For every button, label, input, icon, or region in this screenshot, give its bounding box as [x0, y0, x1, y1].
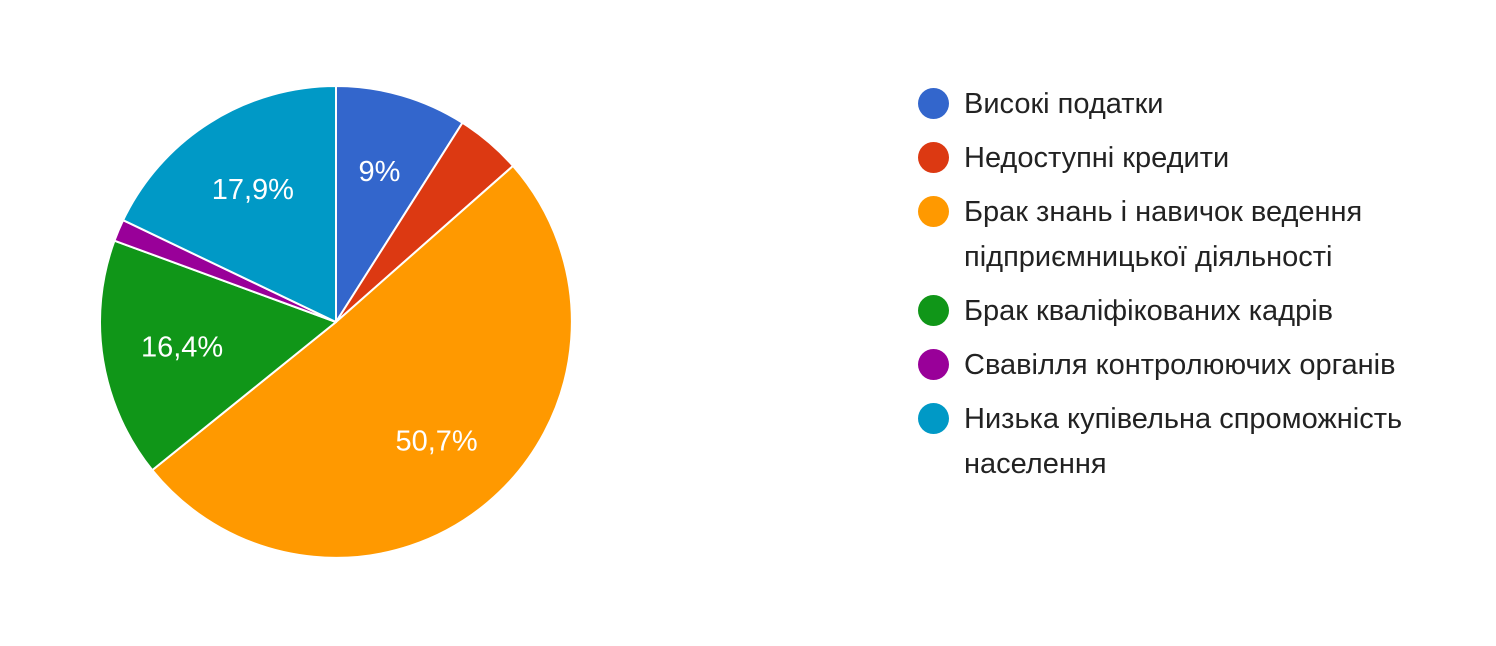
pie-slice-6[interactable]	[122, 85, 337, 323]
legend-item-high-taxes[interactable]: Високі податки	[918, 82, 1478, 127]
legend-marker-icon	[918, 349, 949, 380]
legend-label: Свавілля контролюючих органів	[964, 349, 1396, 381]
legend-item-arbitrary-inspections[interactable]: Свавілля контролюючих органів	[918, 343, 1478, 388]
pie-slice-4[interactable]	[99, 239, 337, 472]
legend-marker-icon	[918, 88, 949, 119]
pie-slice-3[interactable]	[151, 164, 573, 559]
legend: Високі податки Недоступні кредити Брак з…	[918, 82, 1478, 496]
slice-label-1: 9%	[359, 156, 401, 188]
legend-label: Недоступні кредити	[964, 142, 1230, 174]
legend-marker-icon	[918, 403, 949, 434]
legend-marker-icon	[918, 142, 949, 173]
pie-slice-1[interactable]	[335, 85, 464, 323]
slice-label-6: 17,9%	[212, 174, 294, 206]
legend-label: Брак кваліфікованих кадрів	[964, 295, 1334, 327]
legend-marker-icon	[918, 196, 949, 227]
legend-label: Брак знань і навичок ведення підприємниц…	[964, 196, 1363, 273]
slice-label-4: 16,4%	[141, 331, 223, 363]
legend-item-low-purchasing-power[interactable]: Низька купівельна спроможність населення	[918, 397, 1478, 487]
legend-marker-icon	[918, 295, 949, 326]
slice-label-3: 50,7%	[395, 425, 477, 457]
legend-label: Високі податки	[964, 88, 1164, 120]
legend-item-lack-of-business-skills[interactable]: Брак знань і навичок ведення підприємниц…	[918, 190, 1478, 280]
legend-label: Низька купівельна спроможність населення	[964, 403, 1403, 480]
legend-item-unavailable-credits[interactable]: Недоступні кредити	[918, 136, 1478, 181]
legend-item-lack-of-qualified-staff[interactable]: Брак кваліфікованих кадрів	[918, 289, 1478, 334]
